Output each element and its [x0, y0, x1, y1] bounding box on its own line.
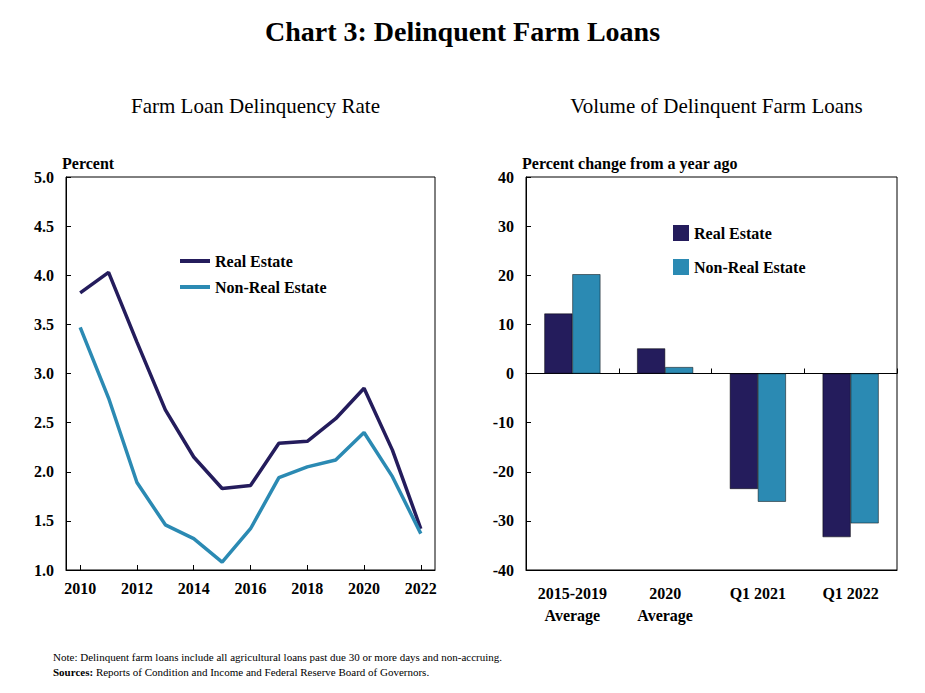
svg-text:4.0: 4.0 — [34, 267, 54, 284]
svg-text:4.5: 4.5 — [34, 218, 54, 235]
svg-text:Q1 2022: Q1 2022 — [822, 585, 878, 602]
svg-text:0: 0 — [506, 365, 514, 382]
svg-text:2016: 2016 — [235, 580, 267, 597]
svg-text:5.0: 5.0 — [34, 169, 54, 186]
svg-text:2.0: 2.0 — [34, 463, 54, 480]
svg-text:20: 20 — [498, 267, 514, 284]
svg-text:Real Estate: Real Estate — [215, 253, 293, 270]
svg-text:1.0: 1.0 — [34, 562, 54, 579]
svg-text:Sources:: Sources: — [53, 666, 93, 678]
svg-text:2.5: 2.5 — [34, 414, 54, 431]
svg-text:Note: Delinquent farm loans in: Note: Delinquent farm loans include all … — [53, 651, 502, 663]
svg-text:-30: -30 — [493, 512, 514, 529]
svg-text:Average: Average — [545, 607, 601, 625]
svg-text:2022: 2022 — [405, 580, 437, 597]
svg-text:Q1 2021: Q1 2021 — [730, 585, 786, 602]
svg-text:Percent: Percent — [62, 155, 115, 172]
svg-text:10: 10 — [498, 316, 514, 333]
svg-text:-10: -10 — [493, 414, 514, 431]
svg-text:-20: -20 — [493, 463, 514, 480]
svg-text:2018: 2018 — [291, 580, 323, 597]
svg-text:Reports of Condition and Incom: Reports of Condition and Income and Fede… — [93, 666, 429, 678]
svg-text:40: 40 — [498, 169, 514, 186]
svg-text:Volume of Delinquent Farm Loan: Volume of Delinquent Farm Loans — [570, 94, 862, 118]
svg-text:-40: -40 — [493, 562, 514, 579]
svg-text:30: 30 — [498, 218, 514, 235]
svg-text:2020: 2020 — [649, 585, 681, 602]
svg-text:3.5: 3.5 — [34, 316, 54, 333]
svg-text:2014: 2014 — [178, 580, 210, 597]
svg-text:Percent change from a year ago: Percent change from a year ago — [522, 155, 738, 173]
svg-text:3.0: 3.0 — [34, 365, 54, 382]
svg-text:Non-Real Estate: Non-Real Estate — [215, 279, 327, 296]
svg-text:1.5: 1.5 — [34, 512, 54, 529]
svg-text:Chart 3: Delinquent Farm Loans: Chart 3: Delinquent Farm Loans — [265, 16, 660, 47]
svg-text:Farm Loan Delinquency Rate: Farm Loan Delinquency Rate — [131, 94, 380, 118]
svg-text:Non-Real Estate: Non-Real Estate — [694, 259, 806, 276]
svg-text:2015-2019: 2015-2019 — [538, 585, 607, 602]
svg-text:Real Estate: Real Estate — [694, 225, 772, 242]
svg-text:2020: 2020 — [348, 580, 380, 597]
svg-text:2012: 2012 — [121, 580, 153, 597]
svg-text:2010: 2010 — [64, 580, 96, 597]
svg-text:Average: Average — [637, 607, 693, 625]
